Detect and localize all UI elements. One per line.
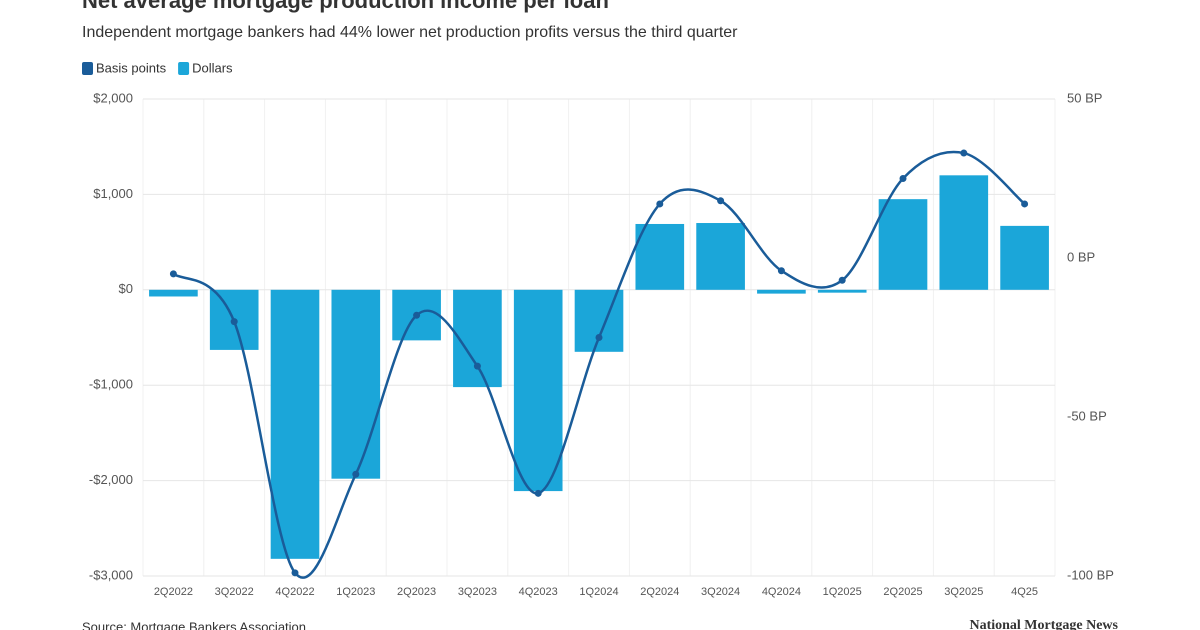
x-tick-label: 4Q2024 — [762, 586, 801, 598]
x-tick-label: 3Q2025 — [944, 586, 983, 598]
x-tick-label: 4Q2022 — [275, 586, 314, 598]
y-tick-label: -$2,000 — [89, 472, 133, 487]
x-tick-label: 2Q2022 — [154, 586, 193, 598]
point — [656, 200, 664, 208]
y2-tick-label: -100 BP — [1067, 567, 1114, 582]
y2-tick-label: -50 BP — [1067, 408, 1107, 423]
point — [717, 197, 725, 205]
point — [352, 470, 360, 478]
x-tick-label: 2Q2025 — [883, 586, 922, 598]
point — [595, 334, 603, 341]
point — [473, 362, 481, 370]
bar — [1000, 225, 1049, 290]
y-tick-label: $1,000 — [93, 186, 133, 201]
x-tick-label: 1Q2025 — [823, 586, 862, 598]
bar — [453, 289, 502, 388]
bar — [939, 175, 989, 290]
legend-label: Dollars — [192, 60, 233, 75]
chart-title: Net average mortgage production income p… — [82, 0, 609, 13]
bar — [574, 289, 624, 352]
brand: National Mortgage News — [969, 618, 1118, 630]
bar — [513, 289, 563, 492]
point — [534, 489, 542, 497]
x-tick-label: 3Q2023 — [458, 586, 497, 598]
point — [230, 318, 238, 326]
x-tick-label: 4Q2023 — [519, 586, 558, 598]
y2-tick-label: 50 BP — [1067, 90, 1102, 105]
bar — [696, 223, 745, 290]
y-tick-label: -$3,000 — [89, 567, 133, 582]
bar — [635, 223, 685, 290]
point — [1021, 200, 1029, 208]
point — [960, 149, 968, 157]
point — [413, 311, 421, 319]
bar — [270, 289, 320, 559]
x-tick-label: 1Q2023 — [336, 586, 375, 598]
x-tick-label: 2Q2023 — [397, 586, 436, 598]
point — [169, 270, 177, 278]
y-tick-label: $2,000 — [93, 90, 133, 105]
bar — [817, 289, 867, 293]
source: Source: Mortgage Bankers Association — [82, 619, 306, 630]
x-tick-label: 3Q2022 — [215, 586, 254, 598]
y-tick-label: -$1,000 — [89, 377, 133, 392]
y-tick-label: $0 — [119, 281, 133, 296]
bar — [757, 289, 806, 294]
y2-tick-label: 0 BP — [1067, 249, 1095, 264]
chart-subtitle: Independent mortgage bankers had 44% low… — [82, 24, 738, 41]
bar — [878, 199, 928, 290]
point — [899, 175, 907, 182]
legend-swatch — [82, 62, 93, 75]
x-tick-label: 2Q2024 — [640, 586, 679, 598]
legend-label: Basis points — [96, 60, 167, 75]
bar — [331, 289, 381, 479]
x-tick-label: 4Q25 — [1011, 586, 1038, 598]
point — [777, 267, 785, 275]
x-tick-label: 1Q2024 — [579, 586, 618, 598]
bar — [149, 289, 198, 297]
legend-swatch — [178, 62, 190, 75]
x-tick-label: 3Q2024 — [701, 586, 740, 598]
point — [838, 276, 846, 284]
point — [291, 569, 299, 577]
